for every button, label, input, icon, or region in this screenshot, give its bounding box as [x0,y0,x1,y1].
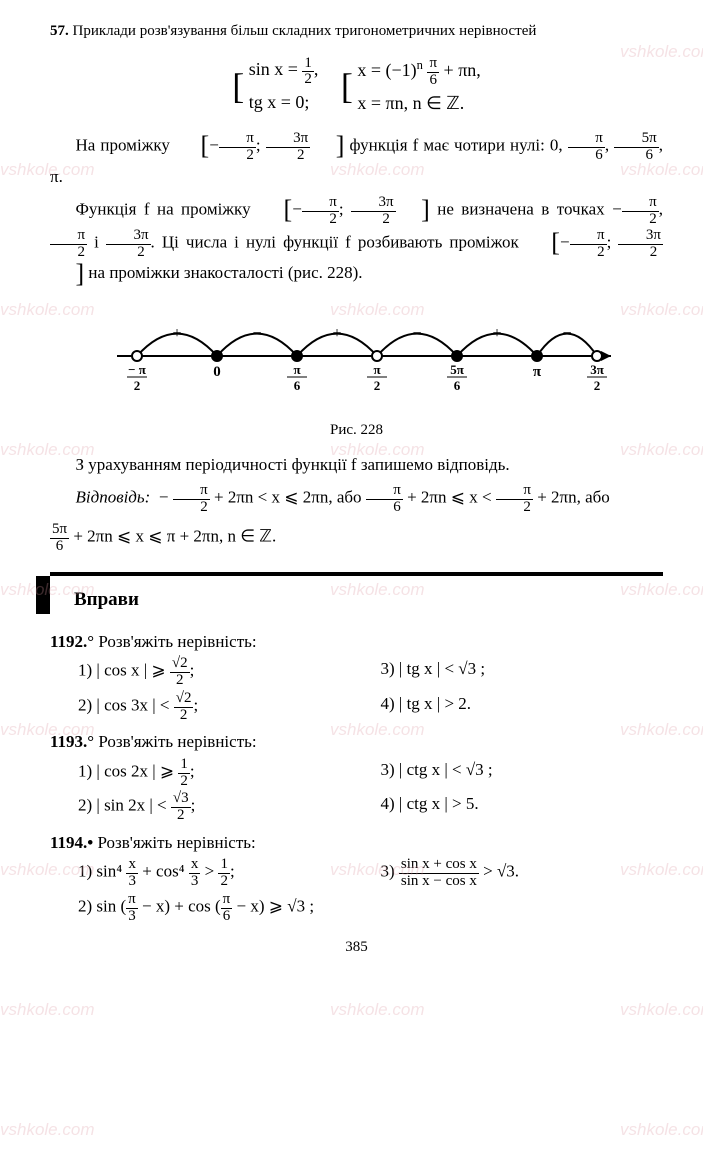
exercise-title: Розв'яжіть нерівність: [98,732,256,751]
section-title: Вправи [74,586,663,615]
exercise-item: 1) | cos 2x | ⩾ 12; [78,757,361,790]
eq-r2: x = πn, n ∈ ℤ. [357,93,464,113]
answer-block: Відповідь: − π2 + 2πn < x ⩽ 2πn, або π6 … [50,483,663,516]
svg-text:−: − [412,325,421,342]
svg-text:3π: 3π [590,362,604,377]
svg-text:π: π [532,364,541,380]
frac: 12 [302,56,314,89]
page-header: 57. Приклади розв'язування більш складни… [50,20,663,43]
exercise-item: 4) | tg x | > 2. [381,691,664,724]
svg-text:+: + [172,325,181,342]
exercise-num: 1192.° [50,632,94,651]
eq-l2: tg x = 0; [249,92,310,112]
exercise-title: Розв'яжіть нерівність: [98,833,256,852]
exercise-heading: 1194.• Розв'яжіть нерівність: [50,830,663,856]
figure-label: Рис. 228 [50,419,663,442]
exercise-item: 1) sin⁴ x3 + cos⁴ x3 > 12; [78,857,361,890]
svg-text:−: − [252,325,261,342]
exercise-item: 3) | tg x | < √3 ; [381,656,664,689]
exercise-item: 4) | ctg x | > 5. [381,791,664,824]
svg-text:2: 2 [133,378,140,393]
watermark: vshkole.com [620,1120,703,1140]
section-tab-icon [36,576,50,614]
exercise-heading: 1192.° Розв'яжіть нерівність: [50,629,663,655]
svg-text:2: 2 [373,378,380,393]
svg-text:π: π [293,362,300,377]
exercise-items: 1) | cos 2x | ⩾ 12; 3) | ctg x | < √3 ; 2)… [78,757,663,824]
svg-text:+: + [492,325,501,342]
bracket-right-icon: [ [341,72,353,101]
exercise-title: Розв'яжіть нерівність: [98,632,256,651]
exercise-items: 1) sin⁴ x3 + cos⁴ x3 > 12; 3) sin x + cos… [78,857,663,924]
watermark: vshkole.com [620,1000,703,1020]
watermark: vshkole.com [0,1000,94,1020]
answer-line2: 5π6 + 2πn ⩽ x ⩽ π + 2πn, n ∈ ℤ. [50,522,663,555]
watermark: vshkole.com [0,1120,94,1140]
header-num: 57. [50,23,69,39]
exercise-num: 1194.• [50,833,93,852]
sign-diagram: +−+−+−− π20π6π25π6π3π2 [50,296,663,414]
svg-text:+: + [332,325,341,342]
exercise-item: 2) sin (π3 − x) + cos (π6 − x) ⩾ √3 ; [78,892,663,925]
svg-text:π: π [373,362,380,377]
paragraph-3: З урахуванням періодичності функції f за… [50,452,663,478]
svg-text:6: 6 [293,378,300,393]
equation-system: [ sin x = 12, tg x = 0; [ x = (−1)n π6 +… [50,55,663,118]
svg-text:− π: − π [128,362,146,377]
paragraph-2: Функція f на проміжку [−π2; 3π2] не визн… [50,195,663,286]
bracket-left-icon: [ [232,72,244,101]
exercise-heading: 1193.° Розв'яжіть нерівність: [50,729,663,755]
exercise-item: 3) sin x + cos xsin x − cos x > √3. [381,857,664,890]
eq-l1: sin x = [249,59,303,79]
svg-text:5π: 5π [450,362,464,377]
svg-text:0: 0 [213,364,221,380]
section-divider [50,572,663,576]
svg-text:2: 2 [593,378,600,393]
paragraph-1: На проміжку [−π2; 3π2] функція f має чот… [50,131,663,189]
page: 57. Приклади розв'язування більш складни… [0,0,703,979]
exercise-item: 2) | cos 3x | < √22; [78,691,361,724]
exercise-item: 3) | ctg x | < √3 ; [381,757,664,790]
exercise-item: 1) | cos x | ⩾ √22; [78,656,361,689]
answer-label: Відповідь: [76,488,151,507]
watermark: vshkole.com [330,1000,424,1020]
page-number: 385 [50,936,663,959]
svg-text:6: 6 [453,378,460,393]
exercise-item: 2) | sin 2x | < √32; [78,791,361,824]
exercises: 1192.° Розв'яжіть нерівність:1) | cos x … [50,629,663,925]
exercise-num: 1193.° [50,732,94,751]
svg-text:−: − [562,325,571,342]
exercise-items: 1) | cos x | ⩾ √22; 3) | tg x | < √3 ; 2) … [78,656,663,723]
header-text: Приклади розв'язування більш складних тр… [73,23,537,39]
